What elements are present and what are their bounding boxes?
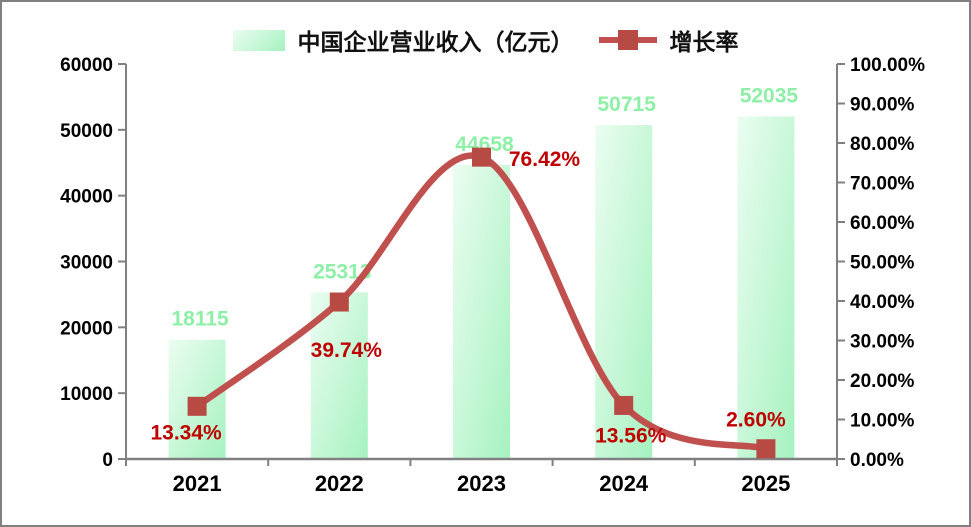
right-axis-tick-label: 20.00%: [850, 371, 915, 392]
line-marker-2021: [187, 396, 207, 416]
right-axis-tick-label: 70.00%: [850, 174, 915, 195]
right-axis-tick-label: 50.00%: [850, 253, 915, 274]
right-axis-tick-label: 80.00%: [850, 134, 915, 155]
x-axis-category-label: 2022: [315, 471, 364, 496]
growth-rate-label: 13.34%: [150, 421, 222, 444]
right-axis-tick-label: 90.00%: [850, 95, 915, 116]
bar-value-label: 25313: [313, 260, 371, 283]
left-axis-tick-label: 30000: [60, 253, 113, 274]
growth-rate-label: 39.74%: [311, 339, 383, 362]
left-axis-tick-label: 60000: [60, 55, 113, 76]
left-axis-tick-label: 10000: [60, 384, 113, 405]
x-axis-category-label: 2021: [173, 471, 222, 496]
right-axis-tick-label: 100.00%: [850, 55, 925, 76]
right-axis-tick-label: 10.00%: [850, 411, 915, 432]
right-axis-tick-label: 0.00%: [850, 450, 904, 471]
bar-2023: [453, 165, 510, 459]
right-axis-tick-label: 60.00%: [850, 213, 915, 234]
legend-bar-label: 中国企业营业收入（亿元）: [297, 29, 574, 55]
line-marker-2024: [614, 395, 634, 415]
x-axis-category-label: 2024: [599, 471, 649, 496]
legend-line-marker-icon: [617, 30, 638, 50]
left-axis-tick-label: 0: [102, 450, 113, 471]
growth-rate-label: 13.56%: [595, 424, 667, 447]
line-marker-2025: [756, 439, 776, 459]
left-axis-tick-label: 50000: [60, 121, 113, 142]
line-marker-2023: [472, 147, 491, 167]
x-axis-category-label: 2023: [457, 471, 506, 496]
bar-value-label: 50715: [597, 93, 656, 116]
bar-value-label: 52035: [740, 84, 799, 107]
growth-rate-label: 2.60%: [726, 409, 786, 432]
right-axis-tick-label: 30.00%: [850, 332, 915, 353]
right-axis-tick-label: 40.00%: [850, 292, 915, 313]
x-axis-category-label: 2025: [741, 471, 790, 496]
left-axis-tick-label: 20000: [60, 318, 113, 339]
bar-2025: [737, 116, 795, 459]
line-marker-2022: [329, 292, 349, 312]
bar-value-label: 44658: [455, 133, 514, 156]
legend-bar-swatch: [232, 29, 285, 51]
legend-line-swatch: [598, 29, 657, 51]
bar-value-label: 18115: [171, 308, 229, 331]
growth-rate-label: 76.42%: [509, 148, 581, 171]
left-axis-tick-label: 40000: [60, 187, 113, 208]
legend: 中国企业营业收入（亿元） 增长率: [2, 23, 969, 57]
legend-line-label: 增长率: [669, 29, 739, 55]
